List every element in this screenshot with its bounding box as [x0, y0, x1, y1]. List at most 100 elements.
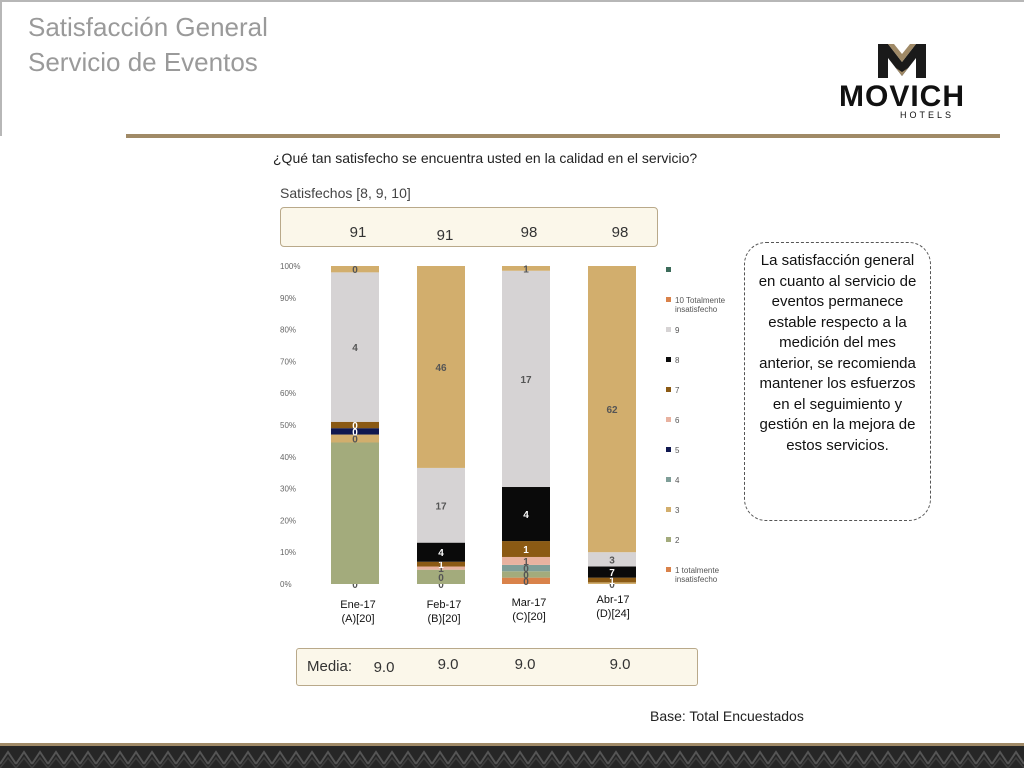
- logo-emblem-icon: [878, 44, 926, 78]
- legend-label: 6: [675, 416, 680, 425]
- bar-segment: [417, 542, 465, 562]
- legend-label: 5: [675, 446, 680, 455]
- x-category-label: Abr-17 (D)[24]: [596, 594, 630, 620]
- y-tick-label: 40%: [280, 453, 296, 462]
- data-label: 7: [609, 568, 615, 579]
- data-label: 0: [523, 570, 529, 581]
- data-label: 0: [352, 580, 358, 591]
- legend-swatch: [666, 387, 671, 392]
- bar-segment: [331, 272, 379, 422]
- data-label: 0: [523, 577, 529, 588]
- legend-swatch: [666, 267, 671, 272]
- y-tick-label: 70%: [280, 357, 296, 366]
- legend-label: 3: [675, 506, 680, 515]
- data-label: 4: [523, 510, 529, 521]
- page-border-top: [0, 0, 1024, 2]
- satisfied-value-ene: 91: [349, 224, 367, 241]
- legend-label: 7: [675, 386, 680, 395]
- y-tick-label: 20%: [280, 516, 296, 525]
- media-box: Media: 9.0 9.0 9.0 9.0: [296, 648, 698, 686]
- data-label: 0: [438, 573, 444, 584]
- data-label: 17: [520, 375, 532, 386]
- base-note: Base: Total Encuestados: [650, 708, 804, 724]
- media-value-abr: 9.0: [609, 656, 631, 673]
- data-label: 0: [609, 580, 615, 591]
- data-label: 0: [352, 435, 358, 446]
- page-title: Satisfacción General Servicio de Eventos: [28, 10, 268, 80]
- data-label: 4: [438, 548, 444, 559]
- y-tick-label: 90%: [280, 294, 296, 303]
- legend-label: 9: [675, 326, 680, 335]
- stacked-bar-chart: 0%10%20%30%40%50%60%70%80%90%100%0000400…: [280, 262, 636, 591]
- footer-gold-line: [0, 743, 1024, 746]
- data-label: 0: [352, 427, 358, 438]
- logo-word: MOVICH: [839, 80, 965, 113]
- bar-segment: [588, 582, 636, 584]
- survey-question: ¿Qué tan satisfecho se encuentra usted e…: [273, 150, 698, 166]
- legend-swatch: [666, 507, 671, 512]
- satisfied-value-abr: 98: [611, 224, 629, 241]
- page-title-line1: Satisfacción General: [28, 12, 268, 42]
- bar-segment: [331, 442, 379, 584]
- movich-logo: MOVICH HOTELS: [812, 38, 992, 122]
- y-tick-label: 30%: [280, 485, 296, 494]
- data-label: 3: [609, 555, 615, 566]
- x-category-label: Feb-17 (B)[20]: [426, 599, 462, 625]
- y-tick-label: 100%: [280, 262, 300, 271]
- data-label: 0: [352, 421, 358, 432]
- y-tick-label: 80%: [280, 326, 296, 335]
- bar-segment: [331, 266, 379, 273]
- bar-segment: [502, 556, 550, 565]
- page-title-line2: Servicio de Eventos: [28, 47, 258, 77]
- bar-segment: [417, 561, 465, 567]
- legend-swatch: [666, 567, 671, 572]
- bar-segment: [502, 270, 550, 488]
- media-label: Media:: [307, 658, 353, 675]
- legend-swatch: [666, 537, 671, 542]
- x-category-label: Mar-17 (C)[20]: [511, 597, 547, 623]
- bar-segment: [588, 577, 636, 583]
- data-label: 0: [523, 564, 529, 575]
- data-label: 17: [435, 501, 447, 512]
- bar-segment: [331, 434, 379, 443]
- media-value-ene: 9.0: [373, 659, 395, 676]
- bar-segment: [502, 564, 550, 572]
- data-label: 0: [438, 580, 444, 591]
- data-label: 0: [352, 265, 358, 276]
- legend-label: 4: [675, 476, 680, 485]
- legend-swatch: [666, 417, 671, 422]
- page-border-left: [0, 0, 2, 136]
- data-label: 1: [609, 576, 615, 587]
- y-tick-label: 0%: [280, 580, 292, 589]
- bar-segment: [417, 569, 465, 584]
- bar-segment: [417, 467, 465, 543]
- analysis-note: La satisfacción general en cuanto al ser…: [744, 242, 931, 521]
- footer-pattern-icon: [0, 746, 1024, 768]
- bar-segment: [502, 577, 550, 584]
- legend-swatch: [666, 357, 671, 362]
- y-tick-label: 50%: [280, 421, 296, 430]
- data-label: 1: [438, 560, 444, 571]
- bar-segment: [417, 266, 465, 468]
- bar-segment: [331, 428, 379, 435]
- legend-swatch: [666, 447, 671, 452]
- legend-swatch: [666, 297, 671, 302]
- legend-swatch: [666, 327, 671, 332]
- data-label: 1: [438, 564, 444, 575]
- satisfied-label: Satisfechos [8, 9, 10]: [280, 185, 411, 201]
- header-rule: [126, 134, 1000, 138]
- media-value-feb: 9.0: [437, 656, 459, 673]
- bar-segment: [502, 541, 550, 557]
- satisfied-box: 91 91 98 98: [280, 207, 658, 247]
- media-value-mar: 9.0: [514, 656, 536, 673]
- y-tick-label: 60%: [280, 389, 296, 398]
- satisfied-value-mar: 98: [520, 224, 538, 241]
- logo-subtext: HOTELS: [899, 110, 954, 120]
- bar-segment: [331, 421, 379, 429]
- satisfied-value-feb: 91: [436, 227, 454, 244]
- bar-segment: [502, 571, 550, 578]
- legend-label: 2: [675, 536, 680, 545]
- legend-label: 10 Totalmente insatisfecho: [675, 296, 726, 314]
- x-category-label: Ene-17 (A)[20]: [340, 599, 376, 625]
- bar-segment: [588, 566, 636, 578]
